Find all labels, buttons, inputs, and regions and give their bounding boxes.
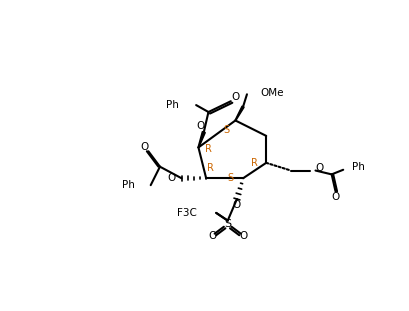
Polygon shape <box>198 132 205 147</box>
Text: Ph: Ph <box>122 180 135 190</box>
Text: O: O <box>231 92 240 102</box>
Text: OMe: OMe <box>260 88 283 98</box>
Text: S: S <box>228 173 234 183</box>
Text: O: O <box>331 193 339 202</box>
Text: O: O <box>208 231 216 241</box>
Text: O: O <box>315 163 324 173</box>
Text: O: O <box>140 142 149 152</box>
Text: O: O <box>167 173 175 183</box>
Text: R: R <box>205 144 212 154</box>
Text: F3C: F3C <box>177 208 197 218</box>
Text: Ph: Ph <box>166 100 179 110</box>
Text: O: O <box>233 200 241 210</box>
Text: R: R <box>207 163 213 173</box>
Text: O: O <box>239 231 247 241</box>
Text: R: R <box>251 158 258 168</box>
Text: S: S <box>224 220 231 230</box>
Text: S: S <box>223 125 229 135</box>
Text: O: O <box>197 121 205 131</box>
Polygon shape <box>235 106 244 121</box>
Text: Ph: Ph <box>353 162 365 172</box>
